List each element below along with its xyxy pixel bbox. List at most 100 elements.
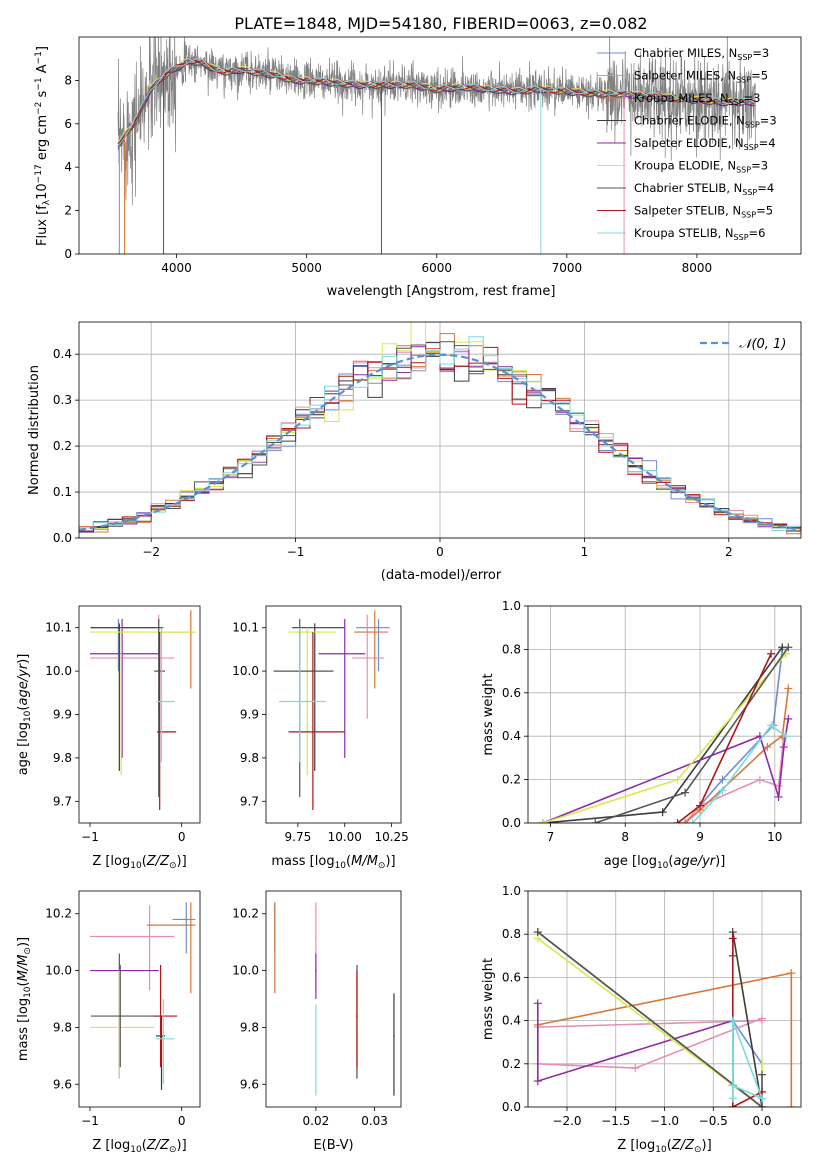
point-0	[377, 626, 380, 629]
series-marker-6	[533, 928, 542, 937]
point-7	[158, 731, 161, 733]
series-marker-4	[774, 792, 783, 801]
series-marker-2	[763, 743, 772, 752]
legend-label-8: Kroupa STELIB, NSSP=6	[634, 226, 765, 242]
axes-frame	[265, 605, 402, 824]
y-tick-label: 0.0	[502, 816, 521, 830]
x-axis-label: Z [log10(Z/Z⊙)]	[92, 854, 186, 871]
y-tick-label: 4	[64, 160, 72, 174]
series-marker-1	[631, 1064, 640, 1073]
series-line-8	[691, 724, 787, 823]
figure-title: PLATE=1848, MJD=54180, FIBERID=0063, z=0…	[234, 14, 647, 33]
y-tick-label: 9.7	[53, 794, 72, 808]
x-tick-label: −1	[81, 1114, 99, 1128]
plot-area	[79, 322, 801, 535]
y-tick-label: 9.8	[53, 1020, 72, 1034]
y-tick-label: 0.4	[53, 347, 72, 361]
x-tick-label: 4000	[161, 261, 192, 275]
series-marker-7	[696, 801, 705, 810]
y-tick-label: 9.6	[240, 1077, 259, 1091]
series-marker-4	[779, 743, 788, 752]
y-tick-label: 0.2	[502, 1057, 521, 1071]
series-line-1	[537, 1017, 763, 1069]
point-1	[148, 935, 151, 938]
point-8	[298, 700, 301, 703]
series-marker-7	[767, 649, 776, 658]
series-marker-1	[755, 775, 764, 784]
series-marker-8	[728, 1081, 737, 1090]
x-axis-label: E(B-V)	[313, 1138, 353, 1153]
x-tick-label: 0.03	[361, 1114, 388, 1128]
point-7	[159, 1015, 162, 1017]
series-marker-6	[591, 819, 600, 823]
x-tick-label: −0.5	[699, 1114, 728, 1128]
axes-frame	[265, 890, 402, 1108]
series-marker-2	[681, 819, 690, 823]
y-tick-label: 10.0	[45, 964, 72, 978]
series-marker-8	[728, 1094, 737, 1103]
series-marker-5	[673, 775, 682, 784]
plot-area	[533, 928, 796, 1107]
series-marker-6	[758, 1103, 766, 1107]
series-marker-6	[681, 788, 690, 797]
y-tick-label: 10.0	[45, 664, 72, 678]
x-tick-label: −1	[81, 830, 99, 844]
point-2	[274, 924, 276, 926]
axes-frame	[78, 321, 802, 539]
spectrum-model-line-2	[117, 57, 756, 147]
y-tick-label: 6	[64, 117, 72, 131]
series-marker-8	[688, 819, 697, 823]
point-2	[373, 631, 376, 633]
axes-frame	[78, 605, 201, 824]
axes-frame	[78, 36, 802, 255]
y-tick-label: 10.2	[45, 907, 72, 921]
x-axis-label: (data-model)/error	[381, 568, 502, 583]
y-tick-label: 10.1	[45, 621, 72, 635]
point-8	[315, 1037, 317, 1040]
x-tick-label: −2	[142, 545, 160, 559]
panel-residual-histogram: −2 −1 0 1 2 0.0 0.1 0.2 0.3 0.4 (data-model)/error…	[27, 321, 802, 583]
panel-spectrum: 4000 5000 6000 7000 8000 0 2 4 6 8 wavelength [Ang…	[34, 36, 802, 299]
x-tick-label: 10.25	[374, 830, 408, 844]
spectrum-model-line-8	[117, 58, 756, 146]
series-marker-6	[784, 643, 793, 652]
series-line-6	[537, 931, 763, 1107]
y-axis-label: Flux [fλ10−17 erg cm−2 s−1 A−1]	[34, 46, 52, 246]
axes-frame	[78, 890, 201, 1108]
y-tick-label: 0	[64, 247, 72, 261]
panel-age-vs-Z: −1 0 9.7 9.8 9.9 10.0 10.1 Z [log10(Z/Z⊙)] age […	[16, 605, 201, 871]
x-tick-label: 6000	[421, 261, 452, 275]
y-axis-label: age [log10(age/yr)]	[16, 654, 33, 776]
panel-mass-vs-Z: −1 0 9.6 9.8 10.0 10.2 Z [log10(Z/Z⊙)] mass [lo…	[16, 890, 201, 1155]
x-tick-label: 1	[581, 545, 589, 559]
y-axis-label: mass weight	[481, 958, 496, 1040]
point-3	[393, 1035, 395, 1037]
x-tick-label: 0	[436, 545, 444, 559]
point-3	[118, 626, 121, 629]
y-tick-label: 0.3	[53, 393, 72, 407]
series-marker-1	[758, 1016, 766, 1025]
series-marker-4	[784, 714, 793, 723]
y-tick-label: 0.2	[502, 773, 521, 787]
x-axis-label: age [log10(age/yr)]	[604, 854, 726, 871]
series-marker-8	[782, 732, 791, 741]
y-tick-label: 9.8	[240, 1020, 259, 1034]
y-tick-label: 9.8	[53, 751, 72, 765]
y-tick-label: 1.0	[502, 599, 521, 613]
y-tick-label: 0.4	[502, 1014, 521, 1028]
plot-area	[538, 643, 793, 823]
series-marker-8	[728, 1016, 737, 1025]
y-tick-label: 10.1	[232, 621, 259, 635]
y-axis-label: Normed distribution	[27, 365, 42, 495]
panel-mass-weight-vs-age: 7 8 9 10 0.0 0.2 0.4 0.6 0.8 1.0 age [log10(age/yr…	[481, 599, 802, 871]
series-line-5	[542, 653, 787, 823]
panel-mass-vs-EBV: 0.02 0.03 9.6 9.8 10.0 10.2 E(B-V)	[232, 890, 402, 1153]
y-tick-label: 9.9	[53, 708, 72, 722]
series-line-3	[542, 646, 783, 823]
legend-label-6: Chabrier STELIB, NSSP=4	[634, 181, 774, 197]
legend-label-4: Salpeter ELODIE, NSSP=4	[634, 136, 776, 152]
y-tick-label: 10.0	[232, 664, 259, 678]
series-marker-6	[758, 1070, 766, 1079]
x-tick-label: 7	[547, 830, 555, 844]
y-tick-label: 2	[64, 204, 72, 218]
